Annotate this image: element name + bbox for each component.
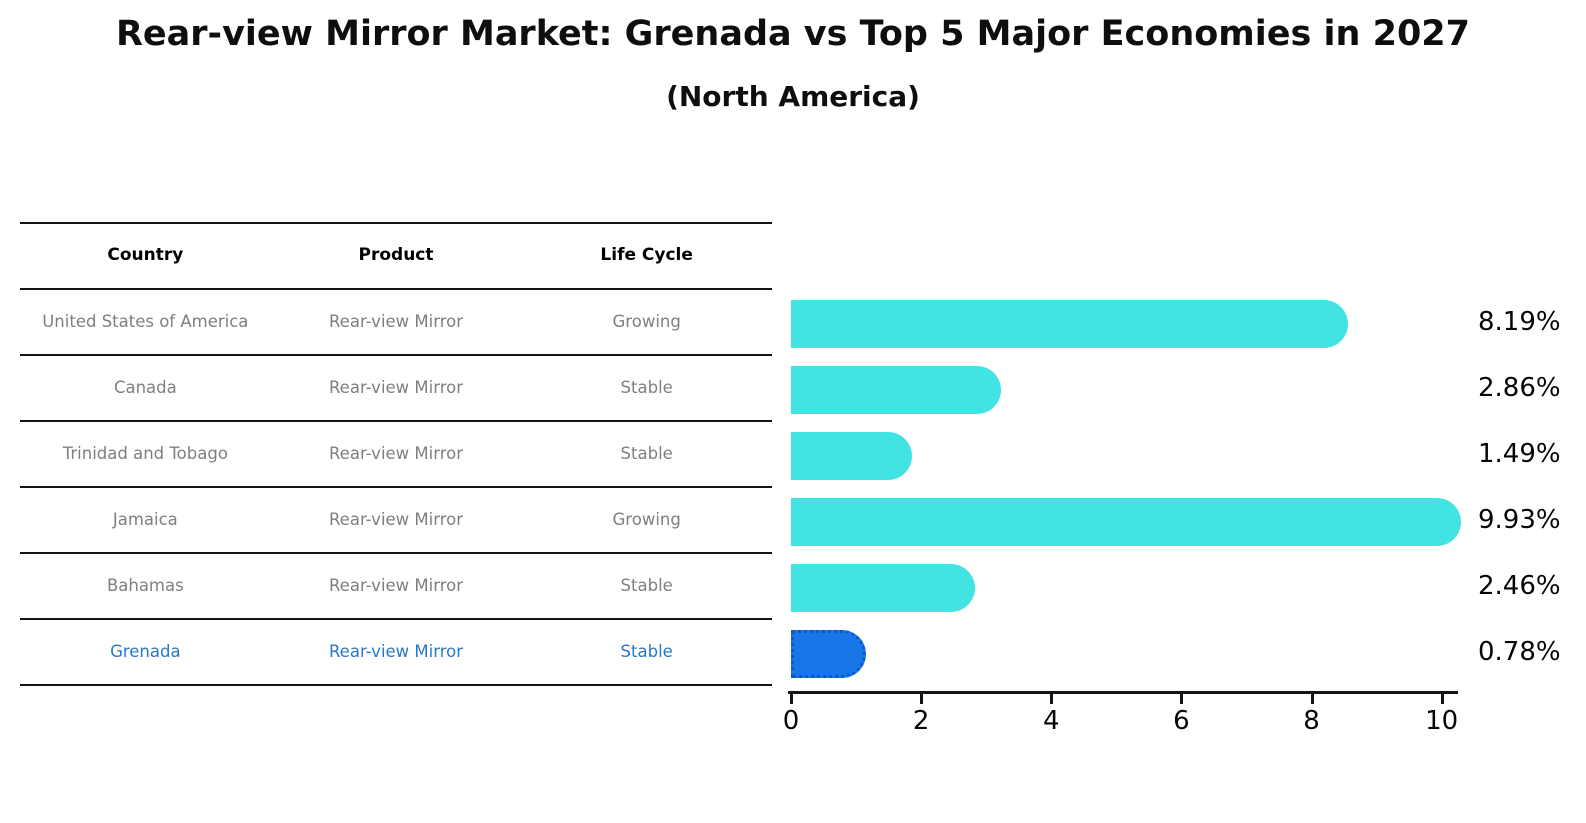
x-axis-tick bbox=[1440, 694, 1444, 704]
page-title: Rear-view Mirror Market: Grenada vs Top … bbox=[115, 14, 1471, 54]
column-header-product: Product bbox=[358, 245, 434, 266]
product-cell: Rear-view Mirror bbox=[328, 443, 464, 463]
country-cell: Jamaica bbox=[112, 509, 178, 529]
x-axis-tick bbox=[1050, 694, 1054, 704]
table-row: Canada Rear-view Mirror Stable bbox=[20, 356, 772, 422]
bar-bahamas bbox=[791, 564, 975, 612]
table-header-row: Country Product Life Cycle bbox=[20, 224, 772, 290]
product-cell: Rear-view Mirror bbox=[328, 641, 464, 661]
product-cell: Rear-view Mirror bbox=[328, 311, 464, 331]
lifecycle-cell: Stable bbox=[620, 641, 673, 661]
x-axis-tick-label: 4 bbox=[1042, 706, 1060, 736]
bar-jamaica bbox=[791, 498, 1461, 546]
lifecycle-cell: Growing bbox=[612, 509, 681, 529]
value-label: 2.46% bbox=[1478, 571, 1561, 601]
table-row: Jamaica Rear-view Mirror Growing bbox=[20, 488, 772, 554]
country-cell: United States of America bbox=[42, 311, 249, 331]
x-axis-tick-label: 8 bbox=[1303, 706, 1320, 736]
comparison-table: Country Product Life Cycle United States… bbox=[20, 222, 772, 686]
x-axis-tick bbox=[1310, 694, 1314, 704]
x-axis-tick-label: 2 bbox=[912, 706, 930, 736]
value-label: 2.86% bbox=[1478, 373, 1561, 403]
bar-trinidad-and-tobago bbox=[791, 432, 912, 480]
lifecycle-cell: Stable bbox=[620, 443, 673, 463]
product-cell: Rear-view Mirror bbox=[328, 377, 464, 397]
product-cell: Rear-view Mirror bbox=[328, 509, 464, 529]
column-header-country: Country bbox=[107, 245, 184, 266]
table-row-highlighted: Grenada Rear-view Mirror Stable bbox=[20, 620, 772, 686]
country-cell: Canada bbox=[113, 377, 177, 397]
bar-canada bbox=[791, 366, 1001, 414]
table-row: United States of America Rear-view Mirro… bbox=[20, 290, 772, 356]
country-cell: Bahamas bbox=[106, 575, 184, 595]
value-label: 0.78% bbox=[1478, 637, 1561, 667]
value-label: 9.93% bbox=[1478, 505, 1561, 535]
value-label: 1.49% bbox=[1478, 439, 1561, 469]
lifecycle-cell: Stable bbox=[620, 377, 673, 397]
country-cell: Trinidad and Tobago bbox=[62, 443, 228, 463]
table-row: Trinidad and Tobago Rear-view Mirror Sta… bbox=[20, 422, 772, 488]
page-subtitle: (North America) bbox=[666, 80, 920, 113]
x-axis-tick-label: 0 bbox=[782, 706, 800, 736]
lifecycle-cell: Growing bbox=[612, 311, 681, 331]
country-cell: Grenada bbox=[110, 641, 181, 661]
bar-grenada-highlighted bbox=[791, 630, 866, 678]
x-axis-tick-label: 6 bbox=[1173, 706, 1190, 736]
table-row: Bahamas Rear-view Mirror Stable bbox=[20, 554, 772, 620]
x-axis-tick bbox=[1180, 694, 1184, 704]
value-label: 8.19% bbox=[1478, 307, 1561, 337]
x-axis-tick bbox=[920, 694, 924, 704]
lifecycle-cell: Stable bbox=[620, 575, 673, 595]
product-cell: Rear-view Mirror bbox=[328, 575, 464, 595]
x-axis-line bbox=[788, 691, 1458, 694]
x-axis-tick bbox=[790, 694, 793, 704]
bar-united-states bbox=[791, 300, 1348, 348]
column-header-lifecycle: Life Cycle bbox=[600, 245, 693, 266]
x-axis-tick-label: 10 bbox=[1425, 706, 1459, 736]
